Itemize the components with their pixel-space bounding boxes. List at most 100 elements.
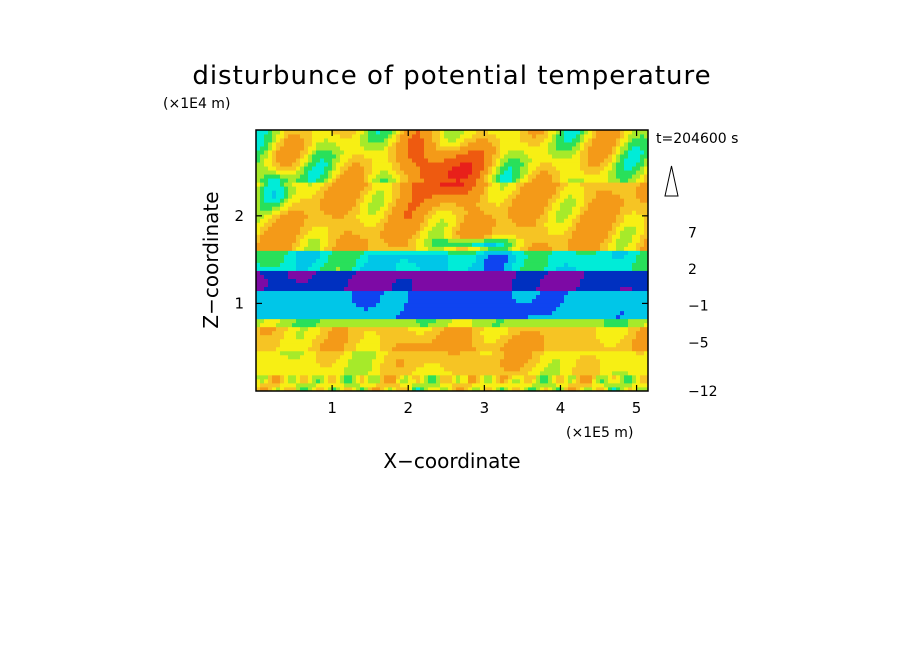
heatmap-cell bbox=[380, 266, 385, 271]
heatmap-cell bbox=[520, 298, 525, 304]
heatmap-cell bbox=[544, 354, 549, 360]
heatmap-cell bbox=[560, 354, 565, 360]
heatmap-cell bbox=[284, 254, 289, 259]
heatmap-cell bbox=[556, 190, 561, 195]
heatmap-cell bbox=[520, 162, 525, 167]
heatmap-cell bbox=[300, 218, 305, 223]
heatmap-cell bbox=[476, 254, 481, 259]
heatmap-cell bbox=[512, 258, 517, 263]
heatmap-cell bbox=[284, 378, 289, 384]
heatmap-cell bbox=[276, 358, 281, 364]
heatmap-cell bbox=[324, 146, 329, 151]
heatmap-cell bbox=[300, 206, 305, 211]
heatmap-cell bbox=[280, 338, 285, 344]
heatmap-cell bbox=[540, 162, 545, 167]
heatmap-cell bbox=[556, 178, 561, 183]
heatmap-cell bbox=[524, 282, 529, 287]
heatmap-cell bbox=[388, 350, 393, 356]
heatmap-cell bbox=[320, 358, 325, 364]
heatmap-cell bbox=[280, 322, 285, 328]
heatmap-cell bbox=[548, 166, 553, 171]
heatmap-cell bbox=[320, 382, 325, 388]
heatmap-cell bbox=[344, 170, 349, 175]
heatmap-cell bbox=[328, 162, 333, 167]
heatmap-cell bbox=[424, 150, 429, 155]
heatmap-cell bbox=[268, 370, 273, 376]
heatmap-cell bbox=[348, 374, 353, 380]
heatmap-cell bbox=[484, 374, 489, 380]
heatmap-cell bbox=[324, 386, 329, 392]
heatmap-cell bbox=[400, 322, 405, 328]
heatmap-cell bbox=[400, 150, 405, 155]
heatmap-cell bbox=[336, 318, 341, 324]
heatmap-cell bbox=[376, 306, 381, 312]
heatmap-cell bbox=[316, 230, 321, 235]
heatmap-cell bbox=[528, 346, 533, 352]
heatmap-cell bbox=[312, 158, 317, 163]
heatmap-cell bbox=[496, 174, 501, 179]
heatmap-cell bbox=[376, 338, 381, 344]
heatmap-cell bbox=[272, 138, 277, 143]
heatmap-cell bbox=[288, 318, 293, 324]
heatmap-cell bbox=[532, 330, 537, 336]
heatmap-cell bbox=[496, 306, 501, 312]
heatmap-cell bbox=[376, 370, 381, 376]
heatmap-cell bbox=[536, 130, 541, 135]
heatmap-cell bbox=[320, 322, 325, 328]
heatmap-cell bbox=[312, 194, 317, 199]
heatmap-cell bbox=[492, 386, 497, 392]
heatmap-cell bbox=[500, 158, 505, 163]
heatmap-cell bbox=[308, 350, 313, 356]
heatmap-cell bbox=[336, 214, 341, 219]
heatmap-cell bbox=[520, 370, 525, 376]
heatmap-cell bbox=[412, 162, 417, 167]
heatmap-cell bbox=[524, 234, 529, 239]
heatmap-cell bbox=[260, 262, 265, 267]
heatmap-cell bbox=[288, 226, 293, 231]
heatmap-cell bbox=[504, 166, 509, 171]
heatmap-cell bbox=[368, 374, 373, 380]
heatmap-cell bbox=[468, 362, 473, 368]
heatmap-cell bbox=[280, 266, 285, 271]
heatmap-cell bbox=[348, 338, 353, 344]
heatmap-cell bbox=[336, 386, 341, 392]
heatmap-cell bbox=[400, 182, 405, 187]
heatmap-cell bbox=[296, 378, 301, 384]
heatmap-cell bbox=[484, 370, 489, 376]
heatmap-cell bbox=[312, 154, 317, 159]
heatmap-cell bbox=[384, 186, 389, 191]
heatmap-cell bbox=[488, 378, 493, 384]
heatmap-cell bbox=[308, 146, 313, 151]
heatmap-cell bbox=[480, 366, 485, 372]
heatmap-cell bbox=[416, 306, 421, 312]
heatmap-cell bbox=[444, 218, 449, 223]
heatmap-cell bbox=[532, 238, 537, 243]
heatmap-cell bbox=[544, 170, 549, 175]
heatmap-cell bbox=[448, 214, 453, 219]
heatmap-cell bbox=[292, 242, 297, 247]
heatmap-cell bbox=[276, 186, 281, 191]
heatmap-cell bbox=[488, 318, 493, 324]
heatmap-cell bbox=[376, 386, 381, 392]
heatmap-cell bbox=[392, 182, 397, 187]
heatmap-cell bbox=[348, 242, 353, 247]
heatmap-cell bbox=[312, 258, 317, 263]
heatmap-cell bbox=[280, 182, 285, 187]
heatmap-cell bbox=[272, 158, 277, 163]
heatmap-cell bbox=[288, 194, 293, 199]
heatmap-cell bbox=[452, 242, 457, 247]
heatmap-cell bbox=[256, 194, 261, 199]
heatmap-cell bbox=[528, 190, 533, 195]
heatmap-cell bbox=[364, 346, 369, 352]
heatmap-cell bbox=[528, 214, 533, 219]
heatmap-cell bbox=[444, 254, 449, 259]
heatmap-cell bbox=[544, 178, 549, 183]
heatmap-cell bbox=[508, 194, 513, 199]
heatmap-cell bbox=[448, 322, 453, 328]
heatmap-cell bbox=[268, 318, 273, 324]
heatmap-cell bbox=[544, 358, 549, 364]
heatmap-cell bbox=[536, 218, 541, 223]
heatmap-cell bbox=[552, 286, 557, 292]
heatmap-cell bbox=[552, 358, 557, 364]
heatmap-cell bbox=[288, 330, 293, 336]
